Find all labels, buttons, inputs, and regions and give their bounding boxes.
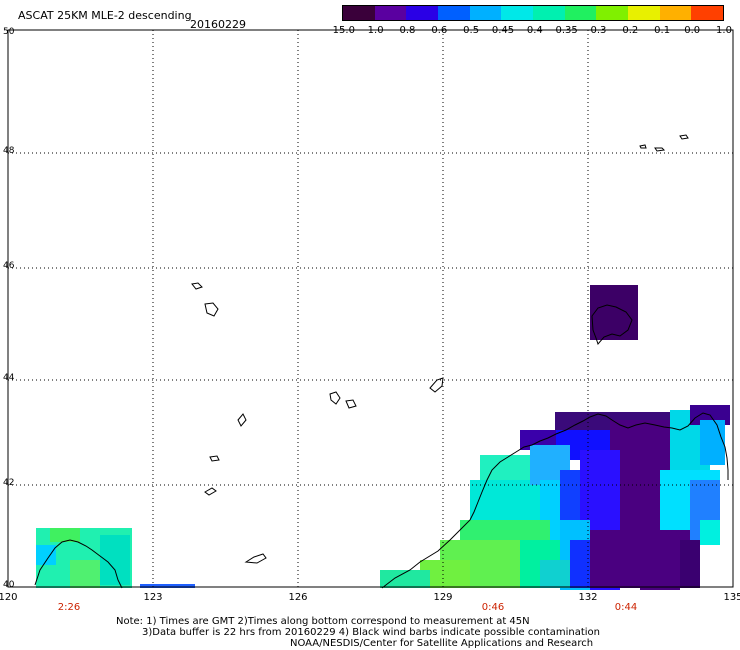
peninsula-coastline xyxy=(34,539,123,589)
note-line-3: NOAA/NESDIS/Center for Satellite Applica… xyxy=(290,638,594,649)
latitude-label: 50 xyxy=(3,27,15,37)
longitude-label: 120 xyxy=(0,592,18,603)
color-swatch xyxy=(438,6,470,20)
island-small-1 xyxy=(204,302,219,317)
color-swatch xyxy=(501,6,534,20)
island-small-6 xyxy=(237,413,247,427)
longitude-label: 126 xyxy=(288,592,307,603)
product-date: 20160229 xyxy=(190,18,246,31)
swath-cell xyxy=(700,520,720,545)
color-swatch xyxy=(406,6,439,20)
swath-cell xyxy=(70,560,100,588)
color-swatch xyxy=(596,6,629,20)
product-title: ASCAT 25KM MLE-2 descending xyxy=(18,9,192,22)
longitude-label: 132 xyxy=(578,592,597,603)
longitude-label: 123 xyxy=(143,592,162,603)
latitude-label: 46 xyxy=(3,261,15,271)
island-small-7 xyxy=(204,487,217,496)
swath-cell xyxy=(700,420,725,465)
map-frame xyxy=(7,29,734,588)
swath-cell xyxy=(680,540,700,588)
longitude-label: 129 xyxy=(433,592,452,603)
color-swatch xyxy=(533,6,565,20)
swath-cell xyxy=(570,540,590,588)
note-line-1: Note: 1) Times are GMT 2)Times along bot… xyxy=(116,616,530,627)
color-swatch xyxy=(374,6,407,20)
swath-cell xyxy=(140,584,195,588)
note-line-2: 3)Data buffer is 22 hrs from 20160229 4)… xyxy=(142,627,600,638)
swath-cell xyxy=(590,285,638,340)
island-small-3 xyxy=(429,377,444,393)
pass-time-label: 2:26 xyxy=(58,602,80,613)
color-scale-bar xyxy=(342,5,724,21)
latitude-label: 44 xyxy=(3,373,15,383)
island-small-9 xyxy=(209,455,220,462)
latitude-label: 40 xyxy=(3,580,15,590)
latitude-label: 42 xyxy=(3,478,14,488)
swath-data-layer xyxy=(36,285,730,590)
swath-cell xyxy=(380,570,430,588)
island-small-10 xyxy=(654,147,666,152)
color-swatch xyxy=(659,6,692,20)
pass-time-label: 0:44 xyxy=(615,602,637,613)
swath-cell xyxy=(36,545,56,565)
longitude-label: 135 xyxy=(723,592,740,603)
island-small-2 xyxy=(329,391,341,405)
island-small-8 xyxy=(345,399,357,409)
lat-lon-grid xyxy=(8,30,733,587)
korea-coastline xyxy=(381,412,729,589)
island-small-4 xyxy=(244,553,267,564)
island-coastline xyxy=(591,304,633,345)
coastline-layer xyxy=(34,134,729,589)
pass-time-label: 0:46 xyxy=(482,602,504,613)
color-swatch xyxy=(628,6,660,20)
swath-cell xyxy=(590,530,690,588)
color-swatch xyxy=(691,6,724,20)
color-swatch xyxy=(469,6,502,20)
color-swatch xyxy=(343,6,375,20)
color-swatch xyxy=(564,6,597,20)
latitude-label: 48 xyxy=(3,146,15,156)
island-small-12 xyxy=(639,144,647,149)
island-small-5 xyxy=(191,282,203,290)
island-small-11 xyxy=(679,134,689,140)
swath-cell xyxy=(50,528,80,542)
swath-cell xyxy=(540,560,570,588)
swath-cell xyxy=(470,480,550,520)
